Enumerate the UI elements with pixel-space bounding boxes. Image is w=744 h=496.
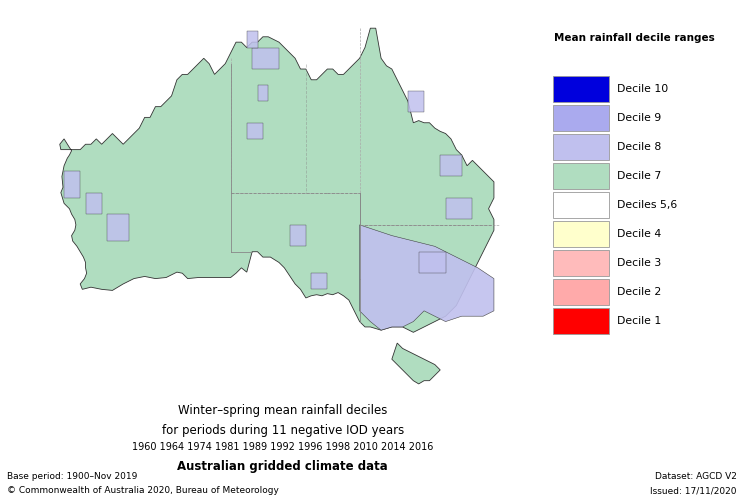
Polygon shape <box>289 225 306 247</box>
FancyBboxPatch shape <box>553 192 609 218</box>
Polygon shape <box>64 171 80 198</box>
Polygon shape <box>247 123 263 139</box>
Polygon shape <box>392 343 440 384</box>
Polygon shape <box>419 251 446 273</box>
Polygon shape <box>86 192 102 214</box>
Polygon shape <box>60 28 494 332</box>
Text: Australian gridded climate data: Australian gridded climate data <box>177 460 388 473</box>
Text: Decile 1: Decile 1 <box>617 315 661 326</box>
Text: Deciles 5,6: Deciles 5,6 <box>617 200 677 210</box>
Polygon shape <box>247 31 257 48</box>
Text: Decile 3: Decile 3 <box>617 258 661 268</box>
Text: Base period: 1900–Nov 2019: Base period: 1900–Nov 2019 <box>7 472 138 481</box>
Text: Decile 2: Decile 2 <box>617 287 661 297</box>
Text: Dataset: AGCD V2: Dataset: AGCD V2 <box>655 472 737 481</box>
Polygon shape <box>257 85 269 101</box>
Polygon shape <box>252 48 279 69</box>
FancyBboxPatch shape <box>553 134 609 160</box>
Polygon shape <box>440 155 462 177</box>
Polygon shape <box>359 225 494 330</box>
FancyBboxPatch shape <box>553 279 609 305</box>
Text: Winter–spring mean rainfall deciles: Winter–spring mean rainfall deciles <box>178 404 388 417</box>
Text: Decile 7: Decile 7 <box>617 171 661 181</box>
Text: Decile 10: Decile 10 <box>617 84 668 94</box>
Text: 1960 1964 1974 1981 1989 1992 1996 1998 2010 2014 2016: 1960 1964 1974 1981 1989 1992 1996 1998 … <box>132 442 434 452</box>
FancyBboxPatch shape <box>553 163 609 189</box>
Text: Mean rainfall decile ranges: Mean rainfall decile ranges <box>554 33 715 43</box>
Polygon shape <box>408 90 424 112</box>
FancyBboxPatch shape <box>553 76 609 102</box>
Text: © Commonwealth of Australia 2020, Bureau of Meteorology: © Commonwealth of Australia 2020, Bureau… <box>7 486 279 495</box>
Polygon shape <box>107 214 129 241</box>
Text: Decile 8: Decile 8 <box>617 142 661 152</box>
Text: Decile 9: Decile 9 <box>617 113 661 123</box>
Polygon shape <box>311 273 327 289</box>
FancyBboxPatch shape <box>553 308 609 334</box>
Polygon shape <box>446 198 472 219</box>
FancyBboxPatch shape <box>553 105 609 131</box>
FancyBboxPatch shape <box>553 221 609 247</box>
Text: Issued: 17/11/2020: Issued: 17/11/2020 <box>650 486 737 495</box>
Text: for periods during 11 negative IOD years: for periods during 11 negative IOD years <box>161 424 404 437</box>
Text: Decile 4: Decile 4 <box>617 229 661 239</box>
FancyBboxPatch shape <box>553 250 609 276</box>
